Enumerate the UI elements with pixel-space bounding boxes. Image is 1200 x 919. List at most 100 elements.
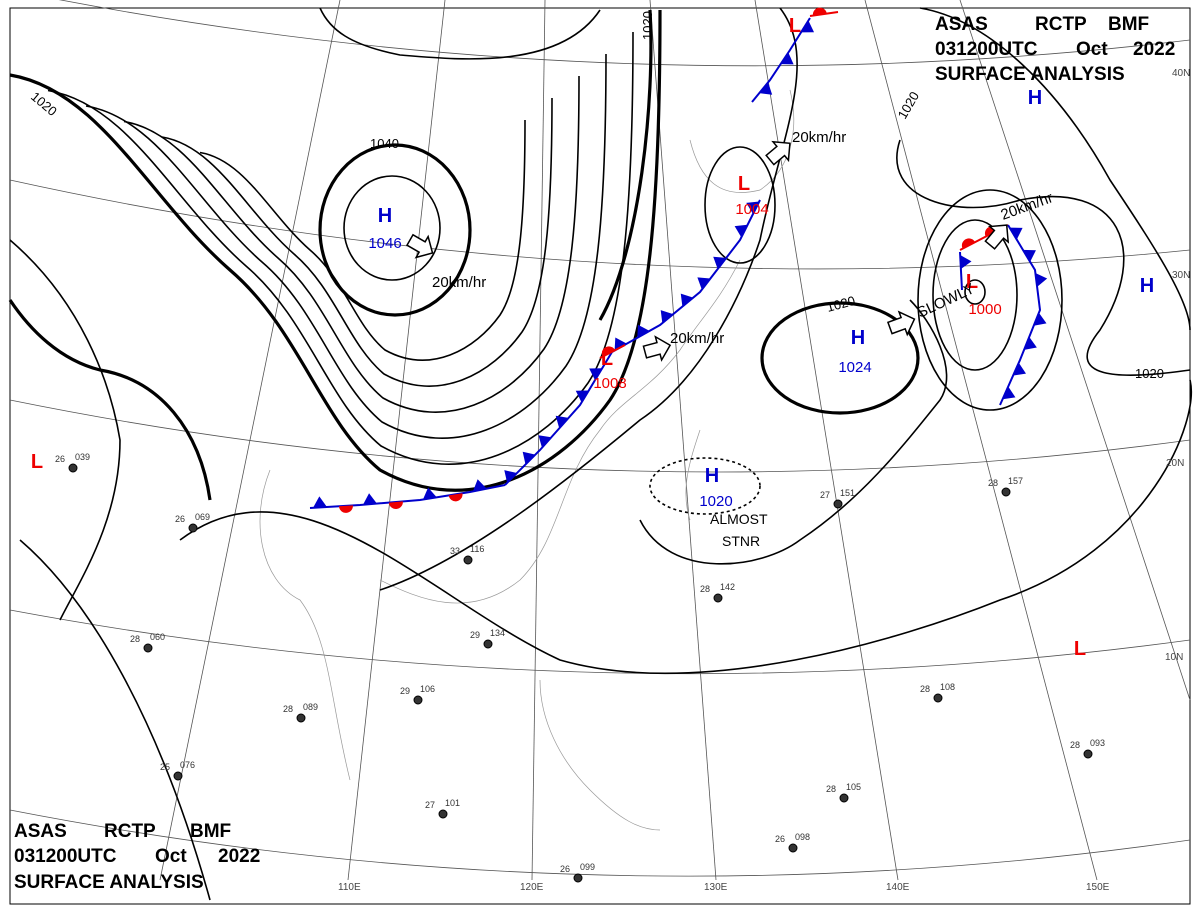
cold-front-symbol [1002, 386, 1016, 400]
isobar [161, 97, 553, 387]
isobar [704, 146, 776, 264]
longitude-label: 110E [338, 882, 361, 893]
station-pressure: 108 [940, 682, 955, 692]
isobar [379, 7, 798, 591]
station-temp: 28 [130, 634, 140, 644]
latitude-label: 20N [1166, 458, 1184, 469]
station-circle [188, 523, 198, 533]
isobar-label: 1020 [825, 293, 857, 315]
station-pressure: 106 [420, 684, 435, 694]
station-temp: 28 [1070, 740, 1080, 750]
annotation: ALMOST [710, 511, 768, 527]
center-symbol: L [1074, 638, 1086, 660]
coastline [259, 89, 795, 831]
motion-arrow [642, 335, 672, 362]
isobar [964, 279, 986, 305]
cold-front-symbol [522, 451, 536, 465]
station-temp: 26 [175, 514, 185, 524]
parallel [58, 0, 1191, 67]
station-circle [413, 695, 423, 705]
cold-front-symbol [660, 310, 674, 324]
latitude-label: 10N [1165, 652, 1183, 663]
station-temp: 29 [400, 686, 410, 696]
cold-front-symbol [614, 337, 627, 351]
station-circle [1001, 487, 1011, 497]
cold-front-symbol [746, 201, 760, 215]
station-pressure: 098 [795, 832, 810, 842]
station-temp: 33 [450, 546, 460, 556]
station-circle [839, 793, 849, 803]
cold-front [504, 199, 761, 486]
station-temp: 26 [55, 454, 65, 464]
header-text: RCTP [104, 821, 156, 842]
center-pressure: 1008 [593, 375, 626, 392]
cold-front-symbol [1009, 227, 1023, 240]
isobar [9, 9, 662, 492]
center-pressure: 1020 [699, 493, 732, 510]
station-circle [713, 593, 723, 603]
cold-front-symbol [1033, 312, 1047, 326]
center-pressure: 1000 [968, 301, 1001, 318]
station-pressure: 089 [303, 702, 318, 712]
station-pressure: 076 [180, 760, 195, 770]
motion-label: 20km/hr [792, 129, 846, 146]
coastlines [259, 89, 795, 831]
cold-front-symbol [1022, 249, 1036, 262]
cold-front-symbol [1035, 272, 1048, 287]
station-temp: 28 [826, 784, 836, 794]
map-frame [9, 7, 1191, 905]
warm-front-symbol [388, 501, 403, 510]
isobar [179, 379, 1192, 674]
station-temp: 27 [425, 800, 435, 810]
parallel [9, 809, 1191, 877]
isobar [319, 7, 601, 60]
header-text: 2022 [1133, 39, 1175, 60]
header-text: ASAS [935, 14, 988, 35]
header-text: 031200UTC [14, 846, 117, 867]
station-circle [573, 873, 583, 883]
motion-arrow [984, 224, 1010, 250]
warm-front-symbol [601, 346, 616, 357]
cold-front-symbol [1024, 336, 1037, 350]
longitude-label: 120E [520, 882, 544, 893]
isobar [896, 139, 1191, 376]
header-text: SURFACE ANALYSIS [935, 64, 1125, 85]
station-pressure: 157 [1008, 476, 1023, 486]
center-symbol: H [705, 465, 719, 487]
graticule [9, 0, 1191, 881]
center-symbol: H [1140, 275, 1154, 297]
cold-front-symbol [713, 256, 727, 270]
station-circle [296, 713, 306, 723]
station-pressure: 142 [720, 582, 735, 592]
cold-front-symbol [362, 493, 377, 505]
cold-front-symbol [800, 20, 815, 33]
isobar [919, 7, 1191, 331]
station-temp: 29 [470, 630, 480, 640]
longitude-label: 130E [704, 882, 728, 893]
fronts [309, 7, 1048, 513]
isobar [932, 219, 1018, 371]
cold-front-symbol [589, 368, 603, 381]
motion-arrow [405, 233, 434, 259]
cold-front [751, 17, 811, 103]
station-circle [483, 639, 493, 649]
annotation: STNR [722, 533, 760, 549]
station-temp: 28 [920, 684, 930, 694]
labels: ASAS ASAS RCTP RCTP BMF BMF 031200UTC 031200UTC… [14, 11, 1190, 893]
station-circle [1083, 749, 1093, 759]
header-text: Oct [1076, 39, 1108, 60]
cold-front-symbol [697, 277, 711, 290]
center-symbol: L [738, 173, 750, 195]
motion-label: 20km/hr [432, 274, 486, 291]
station-pressure: 093 [1090, 738, 1105, 748]
meridian [159, 0, 341, 881]
meridian [649, 0, 717, 881]
warm-front-symbol [812, 7, 827, 16]
header-text: Oct [155, 846, 187, 867]
warm-front-symbol [338, 505, 353, 513]
isobar-label: 1020 [640, 11, 655, 40]
cold-front-symbol [575, 390, 589, 403]
isobar [639, 299, 948, 565]
isobar [649, 457, 761, 515]
